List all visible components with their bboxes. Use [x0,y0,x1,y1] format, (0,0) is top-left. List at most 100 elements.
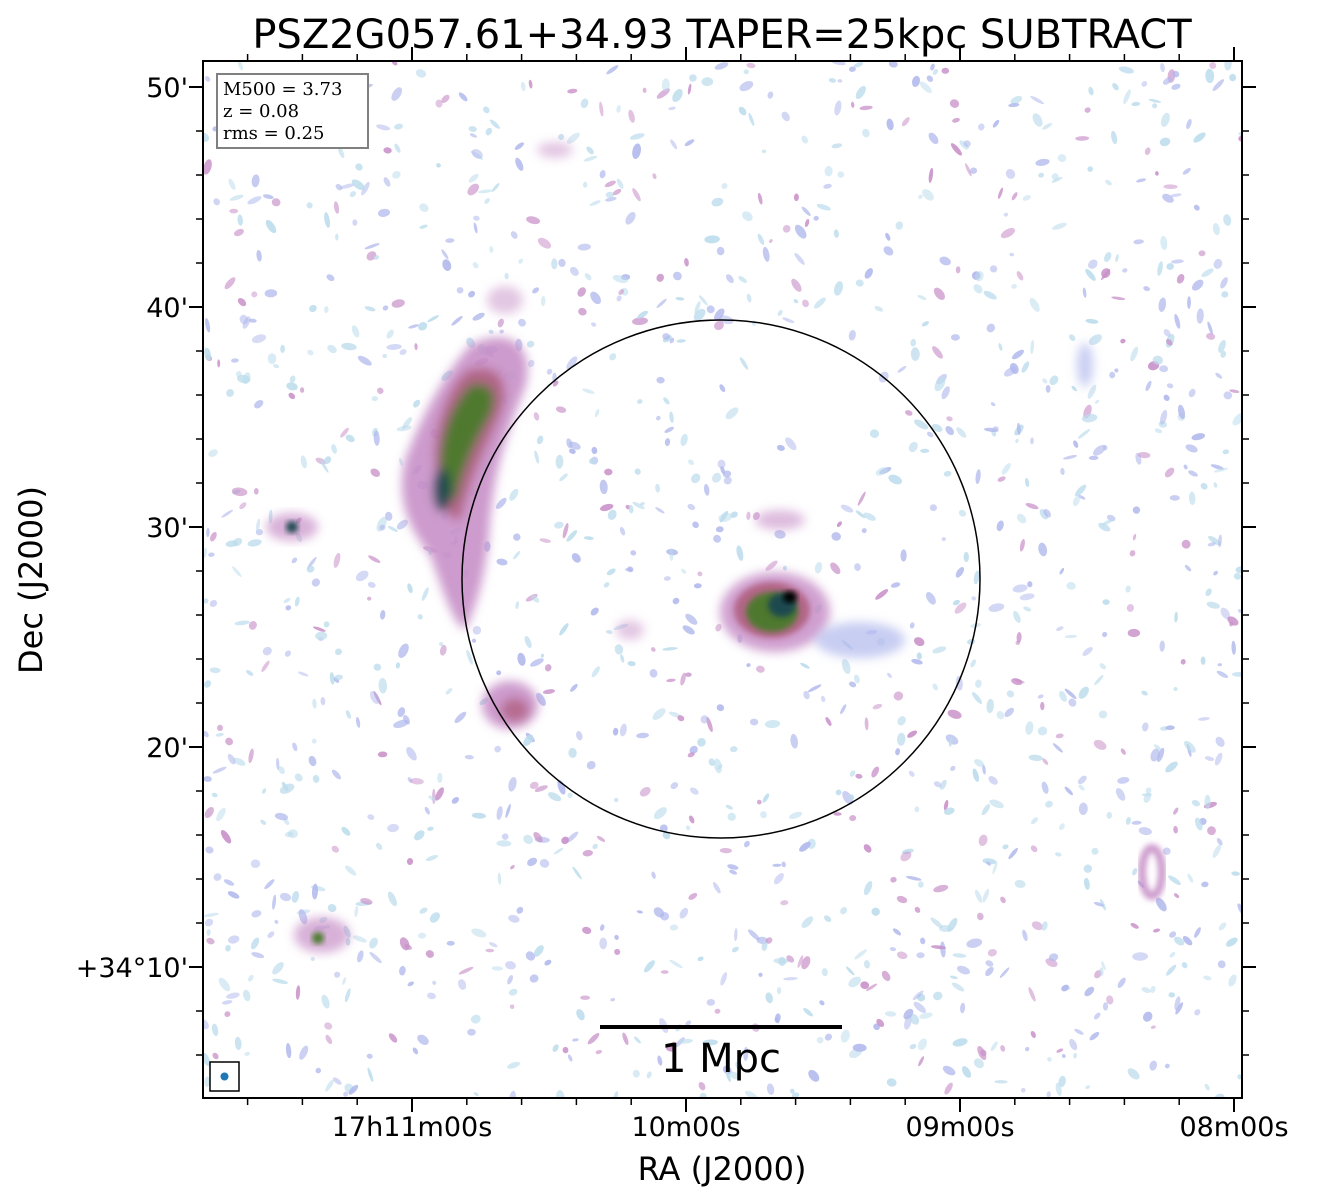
noise-speck [852,1043,867,1052]
noise-speck [905,875,922,881]
noise-speck [871,907,880,916]
noise-speck [380,610,386,620]
noise-speck [945,426,954,436]
noise-speck [1218,339,1226,353]
noise-speck [489,119,500,129]
noise-speck [324,306,329,314]
x-tick-label: 10m00s [631,1112,740,1143]
noise-speck [370,468,380,477]
noise-speck [1084,877,1090,890]
noise-speck [773,873,784,885]
noise-speck [619,723,627,737]
noise-speck [896,951,908,960]
noise-speck [467,183,480,196]
noise-speck [396,519,408,530]
noise-speck [731,946,739,953]
noise-speck [972,768,980,782]
noise-speck [590,607,599,616]
noise-speck [1048,953,1059,962]
noise-texture [203,61,1242,1098]
noise-speck [698,1081,706,1091]
noise-speck [697,956,704,962]
noise-speck [395,662,401,669]
noise-speck [1133,239,1144,245]
noise-speck [1123,89,1131,105]
noise-speck [1087,384,1097,399]
noise-speck [589,458,596,465]
noise-speck [1231,871,1240,876]
noise-speck [427,826,434,831]
noise-speck [714,308,725,321]
noise-speck [947,709,962,719]
noise-speck [209,599,218,608]
noise-speck [1093,1012,1101,1020]
noise-speck [955,675,963,691]
noise-speck [243,989,251,1002]
noise-speck [1194,1009,1201,1016]
noise-speck [1194,927,1201,938]
noise-speck [930,945,947,950]
noise-speck [632,188,641,202]
noise-speck [952,599,960,606]
noise-speck [213,198,221,206]
noise-speck [587,1033,600,1045]
noise-speck [364,306,376,312]
noise-speck [699,1092,707,1098]
noise-speck [378,677,388,694]
noise-speck [1152,103,1158,109]
noise-speck [383,177,391,187]
noise-speck [803,690,810,700]
noise-speck [260,819,267,825]
noise-speck [1164,1063,1170,1069]
noise-speck [225,944,231,952]
noise-speck [996,520,1004,532]
noise-speck [1232,671,1242,677]
noise-speck [582,926,592,935]
noise-speck [816,203,831,211]
noise-speck [612,274,628,284]
noise-speck [369,691,380,704]
noise-speck [1164,467,1175,478]
noise-speck [949,99,960,108]
noise-speck [966,938,983,948]
noise-speck [636,732,649,739]
noise-speck [1084,986,1095,997]
noise-speck [1054,852,1062,857]
noise-speck [914,806,920,813]
noise-speck [555,454,564,469]
noise-speck [833,812,842,816]
faint-patches [487,142,1093,658]
info-box: M500 = 3.73 z = 0.08 rms = 0.25 [216,73,369,149]
noise-speck [987,948,997,957]
noise-speck [310,956,315,962]
noise-speck [1130,923,1139,929]
noise-speck [394,143,401,153]
noise-speck [1229,73,1237,82]
noise-speck [1098,522,1111,532]
noise-speck [352,219,358,226]
noise-speck [227,891,240,899]
noise-speck [988,776,998,785]
noise-speck [566,438,573,449]
noise-speck [682,625,695,635]
noise-speck [1193,132,1206,143]
noise-speck [999,967,1010,978]
noise-speck [457,979,467,990]
axis-ticks [189,47,1256,1112]
noise-speck [739,357,749,370]
noise-speck [1102,599,1110,605]
noise-speck [456,287,464,294]
noise-speck [978,834,988,847]
noise-speck [725,407,739,420]
noise-speck [802,299,809,308]
noise-speck [232,537,243,547]
noise-speck [1094,399,1100,404]
noise-speck [1173,825,1178,834]
noise-speck [424,806,430,815]
noise-speck [1051,176,1063,183]
noise-speck [693,308,706,321]
noise-speck [1174,314,1181,329]
noise-speck [274,919,279,924]
noise-speck [669,411,674,423]
noise-speck [869,429,880,439]
